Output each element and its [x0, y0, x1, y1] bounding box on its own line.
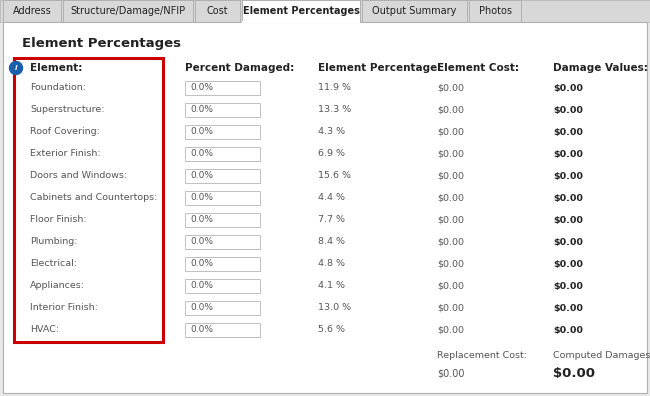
Text: $0.00: $0.00: [437, 194, 464, 202]
Text: 0.0%: 0.0%: [190, 194, 213, 202]
Text: Output Summary: Output Summary: [372, 6, 457, 16]
Bar: [195, 0, 240, 22]
Text: i: i: [15, 65, 17, 71]
Text: 0.0%: 0.0%: [190, 303, 213, 312]
Text: HVAC:: HVAC:: [30, 326, 59, 335]
Text: $0.00: $0.00: [437, 282, 464, 291]
Text: $0.00: $0.00: [553, 105, 583, 114]
Text: 15.6 %: 15.6 %: [318, 171, 351, 181]
Text: Cost: Cost: [207, 6, 228, 16]
Text: Cabinets and Countertops:: Cabinets and Countertops:: [30, 194, 157, 202]
Text: $0.00: $0.00: [437, 128, 464, 137]
Circle shape: [10, 61, 23, 74]
Text: $0.00: $0.00: [553, 259, 583, 268]
Text: 0.0%: 0.0%: [190, 282, 213, 291]
Text: $0.00: $0.00: [553, 303, 583, 312]
Bar: [185, 235, 260, 249]
Bar: [185, 279, 260, 293]
Text: Percent Damaged:: Percent Damaged:: [185, 63, 294, 73]
Text: Replacement Cost:: Replacement Cost:: [437, 352, 527, 360]
Text: $0.00: $0.00: [553, 194, 583, 202]
Text: Plumbing:: Plumbing:: [30, 238, 77, 246]
Text: 7.7 %: 7.7 %: [318, 215, 345, 225]
Text: 13.0 %: 13.0 %: [318, 303, 351, 312]
Text: Structure/Damage/NFIP: Structure/Damage/NFIP: [70, 6, 185, 16]
Text: 11.9 %: 11.9 %: [318, 84, 351, 93]
Text: $0.00: $0.00: [437, 259, 464, 268]
Bar: [469, 0, 521, 22]
Text: Electrical:: Electrical:: [30, 259, 77, 268]
Text: $0.00: $0.00: [437, 105, 464, 114]
Text: 8.4 %: 8.4 %: [318, 238, 345, 246]
Text: $0.00: $0.00: [553, 282, 583, 291]
Text: 0.0%: 0.0%: [190, 215, 213, 225]
Bar: [185, 191, 260, 205]
Text: Exterior Finish:: Exterior Finish:: [30, 150, 101, 158]
Text: $0.00: $0.00: [437, 171, 464, 181]
Bar: [63, 0, 193, 22]
Text: Roof Covering:: Roof Covering:: [30, 128, 100, 137]
Text: $0.00: $0.00: [553, 215, 583, 225]
Text: Element Percentages: Element Percentages: [242, 6, 359, 16]
Text: $0.00: $0.00: [553, 128, 583, 137]
Text: 4.1 %: 4.1 %: [318, 282, 345, 291]
Text: $0.00: $0.00: [437, 326, 464, 335]
Text: Element Percentage:: Element Percentage:: [318, 63, 441, 73]
Bar: [185, 125, 260, 139]
Bar: [185, 147, 260, 161]
Text: Damage Values:: Damage Values:: [553, 63, 648, 73]
Text: $0.00: $0.00: [437, 215, 464, 225]
Text: $0.00: $0.00: [553, 326, 583, 335]
Text: Element Cost:: Element Cost:: [437, 63, 519, 73]
Text: $0.00: $0.00: [553, 150, 583, 158]
Text: $0.00: $0.00: [437, 303, 464, 312]
Text: 0.0%: 0.0%: [190, 326, 213, 335]
Bar: [362, 0, 467, 22]
Bar: [185, 301, 260, 315]
Text: Element:: Element:: [30, 63, 83, 73]
Bar: [185, 103, 260, 117]
Bar: [185, 81, 260, 95]
Text: Photos: Photos: [478, 6, 512, 16]
Text: 0.0%: 0.0%: [190, 128, 213, 137]
Text: 4.8 %: 4.8 %: [318, 259, 345, 268]
Text: 13.3 %: 13.3 %: [318, 105, 351, 114]
Bar: [242, 0, 360, 22]
Text: $0.00: $0.00: [553, 367, 595, 379]
Text: 6.9 %: 6.9 %: [318, 150, 345, 158]
Text: $0.00: $0.00: [437, 368, 465, 378]
Text: Interior Finish:: Interior Finish:: [30, 303, 98, 312]
Text: Floor Finish:: Floor Finish:: [30, 215, 86, 225]
Bar: [185, 323, 260, 337]
Bar: [14, 58, 163, 342]
Bar: [185, 213, 260, 227]
Text: 5.6 %: 5.6 %: [318, 326, 345, 335]
Text: Computed Damages:: Computed Damages:: [553, 352, 650, 360]
Text: Superstructure:: Superstructure:: [30, 105, 105, 114]
Text: 0.0%: 0.0%: [190, 105, 213, 114]
Bar: [3, 0, 61, 22]
Text: Address: Address: [12, 6, 51, 16]
Text: Foundation:: Foundation:: [30, 84, 86, 93]
Text: $0.00: $0.00: [553, 238, 583, 246]
Text: 4.4 %: 4.4 %: [318, 194, 345, 202]
Text: 4.3 %: 4.3 %: [318, 128, 345, 137]
Bar: [185, 257, 260, 271]
Bar: [0, 0, 650, 22]
Text: 0.0%: 0.0%: [190, 259, 213, 268]
Text: $0.00: $0.00: [437, 238, 464, 246]
Text: Appliances:: Appliances:: [30, 282, 85, 291]
Text: Element Percentages: Element Percentages: [22, 38, 181, 51]
Text: 0.0%: 0.0%: [190, 84, 213, 93]
Bar: [185, 169, 260, 183]
Text: $0.00: $0.00: [437, 150, 464, 158]
Text: $0.00: $0.00: [553, 171, 583, 181]
Text: $0.00: $0.00: [553, 84, 583, 93]
Text: 0.0%: 0.0%: [190, 171, 213, 181]
Text: $0.00: $0.00: [437, 84, 464, 93]
Text: Doors and Windows:: Doors and Windows:: [30, 171, 127, 181]
Text: 0.0%: 0.0%: [190, 150, 213, 158]
Text: 0.0%: 0.0%: [190, 238, 213, 246]
